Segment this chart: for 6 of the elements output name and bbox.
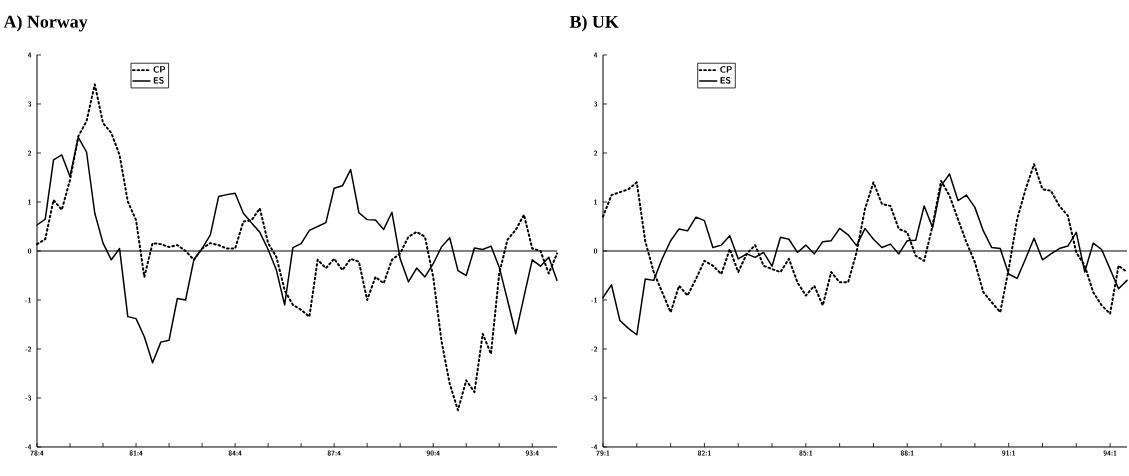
legend-label: ES xyxy=(720,77,731,84)
legend-label: ES xyxy=(153,77,164,84)
legend-label: CP xyxy=(720,66,732,73)
chart-title: A) Norway xyxy=(3,15,88,32)
legend-label: CP xyxy=(153,66,166,73)
chart-title: B) UK xyxy=(569,15,619,32)
